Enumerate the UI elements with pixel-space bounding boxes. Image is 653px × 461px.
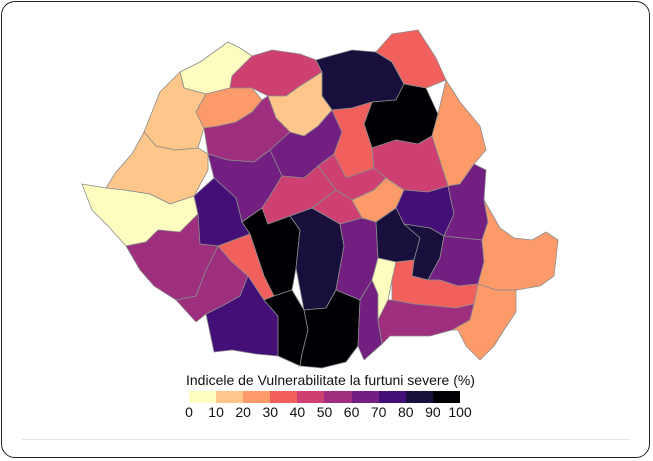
legend-swatch	[378, 391, 406, 403]
legend-tick-label: 0	[185, 404, 193, 420]
county-bihor	[143, 71, 207, 151]
legend-swatch	[405, 391, 433, 403]
legend-tick-label: 90	[425, 404, 441, 420]
legend-title: Indicele de Vulnerabilitate la furtuni s…	[186, 372, 475, 388]
legend-tick-label: 70	[370, 404, 387, 420]
divider	[22, 439, 630, 440]
legend-tick-label: 60	[343, 404, 360, 420]
legend-tick-label: 30	[262, 404, 279, 420]
legend-tick-label: 50	[316, 404, 333, 420]
legend-tick-label: 10	[208, 404, 224, 420]
legend-swatch	[270, 391, 298, 403]
legend-swatch	[243, 391, 271, 403]
legend-tick-label: 100	[448, 404, 472, 420]
legend-tick-labels: 0 10 20 30 40 50 60 70 80 90 100	[185, 404, 472, 424]
legend-swatch	[189, 391, 217, 403]
county-constanta	[451, 283, 517, 361]
legend-swatch	[351, 391, 379, 403]
legend-swatch	[216, 391, 244, 403]
county-teleorman	[299, 289, 361, 369]
county-tulcea	[477, 199, 559, 291]
legend-color-bar	[189, 391, 460, 403]
county-ilfov	[371, 257, 397, 321]
legend-swatch	[432, 391, 460, 403]
legend-tick-label: 40	[289, 404, 306, 420]
legend-tick-label: 80	[398, 404, 414, 420]
legend-tick-label: 20	[235, 404, 251, 420]
legend-swatch	[297, 391, 325, 403]
legend-swatch	[324, 391, 352, 403]
